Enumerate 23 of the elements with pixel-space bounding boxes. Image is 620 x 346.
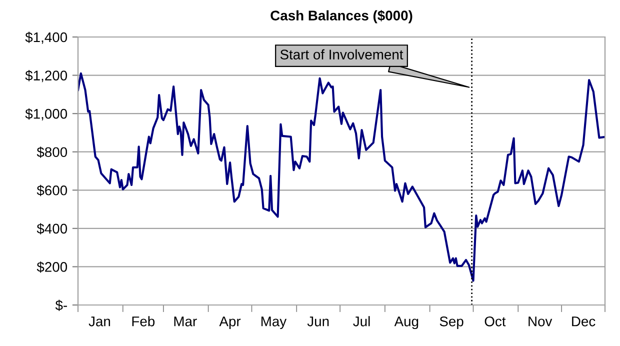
annotation: Start of Involvement [280, 49, 404, 60]
y-tick-label: $1,400 [25, 32, 68, 44]
y-tick-label: $800 [36, 146, 68, 158]
x-tick-label: Oct [484, 316, 506, 326]
x-tick-label: May [261, 316, 287, 330]
y-tick-label: $- [55, 300, 67, 311]
x-tick-label: Mar [174, 316, 197, 326]
y-tick-label: $1,000 [25, 108, 68, 120]
y-tick-label: $600 [36, 184, 68, 196]
chart-title: Cash Balances ($000) [270, 10, 412, 24]
x-tick-label: Aug [394, 316, 418, 330]
x-tick-label: Jan [88, 316, 110, 326]
y-tick-label: $400 [36, 223, 68, 234]
x-tick-label: Nov [528, 316, 552, 326]
y-tick-label: $200 [36, 261, 68, 273]
x-tick-label: Jul [353, 316, 370, 326]
y-tick-label: $1,200 [25, 70, 68, 82]
x-tick-label: Dec [572, 316, 596, 326]
x-tick-label: Jun [307, 316, 329, 326]
x-tick-label: Sep [440, 316, 464, 330]
x-tick-label: Apr [219, 316, 241, 330]
x-tick-label: Feb [132, 316, 155, 326]
line-series [78, 72, 605, 282]
